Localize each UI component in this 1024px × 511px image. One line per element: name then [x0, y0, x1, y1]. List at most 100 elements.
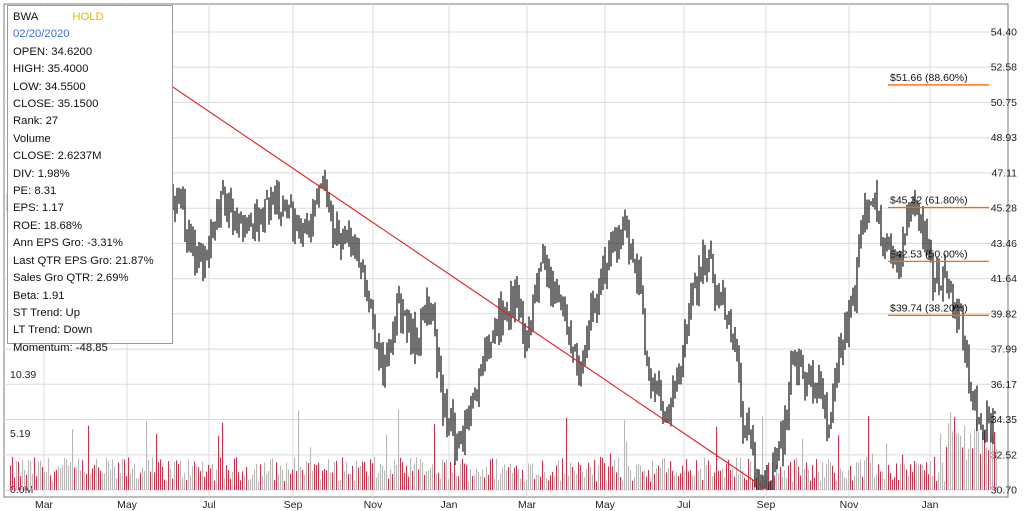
quote-date: 02/20/2020 — [13, 28, 70, 41]
volume-bar — [800, 475, 802, 490]
volume-bar — [10, 465, 12, 490]
volume-bar — [534, 478, 536, 490]
volume-bar — [890, 472, 892, 490]
volume-bar — [246, 466, 248, 490]
volume-bar — [752, 479, 754, 490]
volume-bar — [256, 464, 258, 490]
volume-bar — [186, 480, 188, 490]
volume-bar — [798, 466, 800, 490]
volume-bar — [654, 473, 656, 490]
x-tick-label: Jul — [202, 499, 215, 511]
volume-bar — [374, 456, 376, 490]
volume-bar — [748, 458, 750, 490]
info-beta: Beta: 1.91 — [13, 289, 65, 302]
price-tick-label: 47.11 — [992, 167, 1018, 179]
price-tick-label: 32.52 — [991, 449, 1017, 461]
volume-bar — [464, 463, 466, 490]
volume-bar — [308, 462, 310, 490]
volume-bar — [178, 464, 180, 490]
volume-bar — [414, 463, 416, 490]
volume-bar — [116, 478, 118, 490]
volume-bar — [40, 460, 42, 490]
volume-bar — [74, 467, 76, 490]
volume-bar — [94, 464, 96, 490]
info-rank: Rank: 27 — [13, 115, 59, 128]
volume-bar — [360, 465, 362, 490]
volume-bar — [678, 476, 680, 490]
volume-bar — [26, 474, 28, 490]
volume-bar — [910, 464, 912, 490]
volume-bar — [28, 460, 30, 490]
volume-bar — [122, 458, 124, 490]
price-tick-label: 39.82 — [991, 308, 1017, 320]
volume-bar — [680, 473, 682, 490]
volume-bar — [868, 415, 870, 490]
volume-bar — [332, 472, 334, 490]
volume-bar — [714, 472, 716, 490]
volume-bar — [182, 477, 184, 490]
volume-bar — [690, 470, 692, 490]
volume-bar — [174, 461, 176, 490]
volume-bar — [888, 464, 890, 490]
volume-bar — [914, 461, 916, 490]
volume-bar — [852, 480, 854, 490]
volume-bar — [184, 473, 186, 490]
volume-bar — [878, 464, 880, 490]
price-tick-label: 52.58 — [991, 62, 1017, 74]
volume-bar — [344, 471, 346, 490]
volume-bar — [472, 475, 474, 490]
volume-bar — [444, 462, 446, 490]
info-st-trend: ST Trend: Up — [13, 306, 80, 319]
volume-bar — [712, 476, 714, 490]
volume-bar — [242, 471, 244, 490]
volume-bar — [666, 472, 668, 490]
volume-bar — [466, 464, 468, 490]
price-tick-label: 48.93 — [991, 132, 1017, 144]
volume-bar — [710, 464, 712, 490]
volume-bar — [944, 481, 946, 490]
volume-bar — [144, 470, 146, 490]
volume-bar — [886, 443, 888, 490]
volume-bar — [156, 433, 158, 490]
volume-bar — [978, 431, 980, 490]
volume-bar — [674, 475, 676, 490]
volume-bar — [50, 475, 52, 490]
volume-bar — [510, 463, 512, 490]
volume-bar — [812, 464, 814, 490]
volume-bar — [984, 430, 986, 490]
volume-bar — [934, 456, 936, 490]
volume-bar — [38, 461, 40, 490]
volume-bar — [488, 474, 490, 490]
volume-bar — [194, 461, 196, 490]
volume-bar — [782, 477, 784, 490]
x-tick-label: Jan — [441, 499, 458, 511]
volume-bar — [386, 434, 388, 490]
volume-bar — [698, 470, 700, 490]
fib-label: $42.53 (50.00%) — [890, 248, 968, 260]
volume-bar — [954, 416, 956, 490]
volume-bar — [278, 474, 280, 490]
volume-bar — [574, 471, 576, 490]
volume-bar — [990, 435, 992, 490]
volume-bar — [628, 465, 630, 490]
volume-bar — [354, 481, 356, 490]
volume-bar — [970, 433, 972, 490]
volume-bar — [130, 474, 132, 490]
volume-bar — [804, 468, 806, 490]
volume-bar — [952, 431, 954, 490]
volume-bar — [456, 476, 458, 490]
volume-bar — [976, 419, 978, 490]
volume-bar — [70, 461, 72, 490]
volume-bar — [110, 469, 112, 490]
volume-bar — [566, 417, 568, 490]
x-tick-label: Nov — [364, 499, 383, 511]
volume-bar — [688, 471, 690, 490]
fib-label: $39.74 (38.20%) — [890, 302, 968, 314]
volume-bar — [166, 481, 168, 490]
volume-bar — [326, 470, 328, 490]
info-panel: BWA HOLD 02/20/2020 OPEN: 34.6200 HIGH: 3… — [7, 5, 173, 354]
volume-bar — [532, 463, 534, 490]
volume-bar — [704, 457, 706, 490]
volume-bar — [120, 472, 122, 490]
volume-bar — [378, 473, 380, 490]
